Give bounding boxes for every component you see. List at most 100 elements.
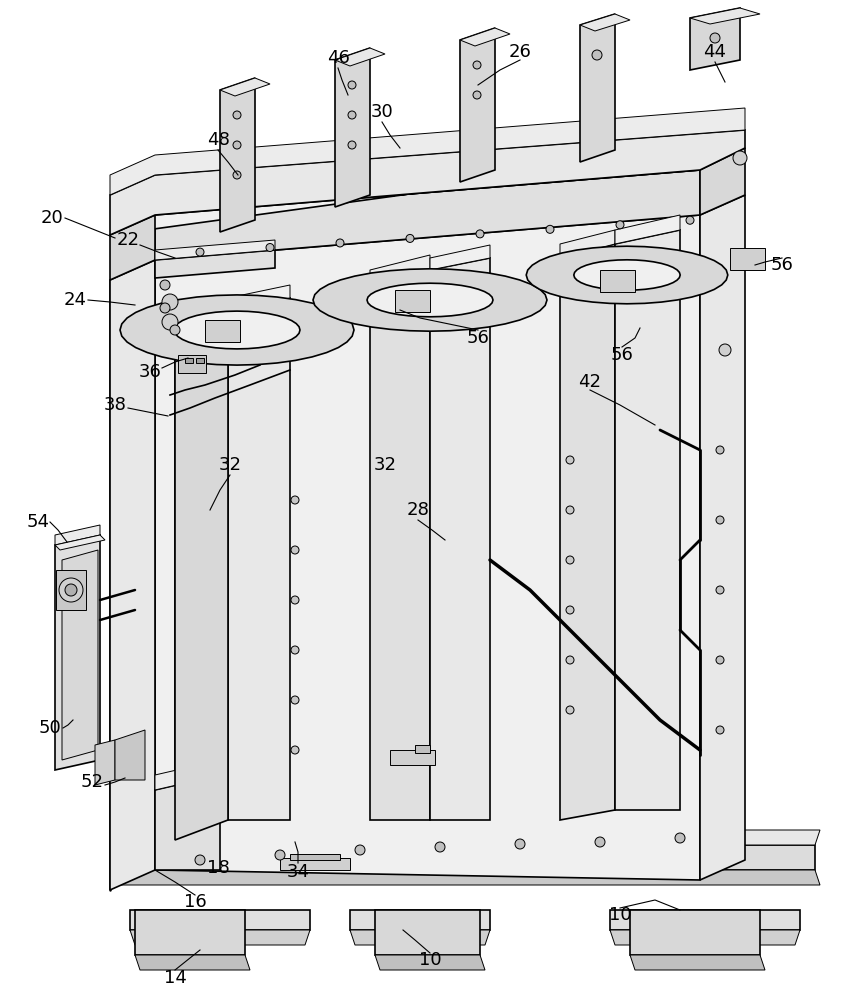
Polygon shape [220,78,270,96]
Circle shape [196,248,204,256]
Polygon shape [110,108,745,195]
Circle shape [566,706,574,714]
Text: 32: 32 [373,456,396,474]
Polygon shape [115,830,820,845]
Bar [395,290,430,312]
Bar [290,854,340,860]
Circle shape [566,456,574,464]
Text: 46: 46 [327,49,349,67]
Polygon shape [630,910,760,955]
Circle shape [716,726,724,734]
Text: 10: 10 [609,906,631,924]
Polygon shape [313,269,547,331]
Circle shape [716,586,724,594]
Bar [178,355,206,373]
Polygon shape [370,255,430,285]
Text: 14: 14 [163,969,187,987]
Polygon shape [700,148,745,215]
Polygon shape [350,910,490,930]
Bar [205,320,240,342]
Polygon shape [55,535,105,550]
Text: 20: 20 [40,209,64,227]
Text: 16: 16 [184,893,206,911]
Circle shape [435,842,445,852]
Polygon shape [130,910,310,930]
Polygon shape [135,910,245,955]
Text: 42: 42 [579,373,601,391]
Circle shape [233,111,241,119]
Circle shape [595,837,605,847]
Polygon shape [120,295,354,365]
Circle shape [515,839,525,849]
Polygon shape [367,283,493,317]
Polygon shape [615,215,680,244]
Circle shape [719,344,731,356]
Polygon shape [62,550,98,760]
Polygon shape [110,260,155,890]
Circle shape [291,546,299,554]
Circle shape [710,33,720,43]
Circle shape [355,845,365,855]
Polygon shape [175,310,260,330]
Polygon shape [155,215,700,880]
Polygon shape [335,48,370,207]
Circle shape [291,596,299,604]
Polygon shape [95,740,115,785]
Polygon shape [174,311,300,349]
Polygon shape [370,270,430,820]
Text: 56: 56 [467,329,489,347]
Circle shape [716,656,724,664]
Polygon shape [155,170,700,260]
Text: 30: 30 [371,103,393,121]
Polygon shape [175,312,228,840]
Circle shape [348,141,356,149]
Circle shape [566,506,574,514]
Text: 52: 52 [81,773,103,791]
Circle shape [716,516,724,524]
Polygon shape [690,8,760,24]
Circle shape [170,325,180,335]
Bar [600,270,635,292]
Text: 54: 54 [27,513,50,531]
Circle shape [233,171,241,179]
Circle shape [291,696,299,704]
Circle shape [65,584,77,596]
Circle shape [733,151,747,165]
Polygon shape [615,230,680,810]
Polygon shape [115,870,820,885]
Polygon shape [690,8,740,70]
Circle shape [616,221,624,229]
Text: 18: 18 [206,859,230,877]
Text: 44: 44 [703,43,727,61]
Polygon shape [228,298,290,820]
Polygon shape [55,535,100,770]
Circle shape [566,606,574,614]
Polygon shape [155,240,275,260]
Polygon shape [580,14,615,162]
Polygon shape [574,260,680,290]
Polygon shape [110,148,745,235]
Text: 36: 36 [138,363,162,381]
Circle shape [348,81,356,89]
Polygon shape [560,244,615,820]
Polygon shape [610,930,800,945]
Circle shape [162,294,178,310]
Circle shape [266,244,274,252]
Circle shape [406,234,414,242]
Circle shape [566,556,574,564]
Polygon shape [375,910,480,955]
Circle shape [162,314,178,330]
Polygon shape [610,910,800,930]
Text: 24: 24 [64,291,87,309]
Circle shape [336,239,344,247]
Circle shape [348,111,356,119]
Circle shape [160,303,170,313]
Polygon shape [630,955,765,970]
Circle shape [291,746,299,754]
Bar [196,358,204,363]
Text: 38: 38 [103,396,126,414]
Polygon shape [115,730,145,780]
Polygon shape [155,760,220,790]
Polygon shape [135,955,250,970]
Text: 22: 22 [116,231,139,249]
